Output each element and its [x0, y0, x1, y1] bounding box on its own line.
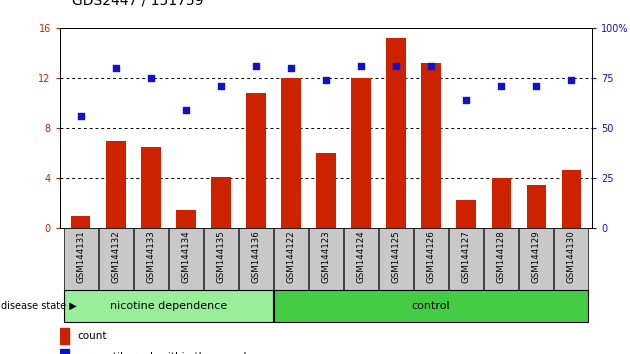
Text: GSM144132: GSM144132 — [112, 230, 120, 283]
Text: percentile rank within the sample: percentile rank within the sample — [77, 352, 253, 354]
Bar — [316, 153, 336, 228]
Bar — [176, 210, 195, 228]
Bar — [106, 141, 125, 228]
Text: GDS2447 / 151759: GDS2447 / 151759 — [72, 0, 204, 7]
Point — [321, 78, 331, 83]
Text: GSM144127: GSM144127 — [462, 230, 471, 283]
Point — [181, 108, 191, 113]
Text: GSM144135: GSM144135 — [217, 230, 226, 283]
Text: nicotine dependence: nicotine dependence — [110, 301, 227, 311]
Bar — [211, 177, 231, 228]
FancyBboxPatch shape — [169, 228, 203, 290]
Point — [76, 114, 86, 119]
Bar — [386, 38, 406, 228]
Text: control: control — [412, 301, 450, 311]
FancyBboxPatch shape — [449, 228, 483, 290]
Text: GSM144130: GSM144130 — [567, 230, 576, 283]
Bar — [71, 216, 91, 228]
FancyBboxPatch shape — [554, 228, 588, 290]
Point — [356, 63, 366, 69]
Bar — [491, 178, 511, 228]
Text: GSM144134: GSM144134 — [181, 230, 190, 283]
FancyBboxPatch shape — [274, 228, 308, 290]
FancyBboxPatch shape — [519, 228, 553, 290]
FancyBboxPatch shape — [64, 290, 273, 322]
Bar — [246, 93, 266, 228]
FancyBboxPatch shape — [204, 228, 238, 290]
FancyBboxPatch shape — [379, 228, 413, 290]
Text: disease state ▶: disease state ▶ — [1, 301, 77, 311]
Text: GSM144133: GSM144133 — [146, 230, 156, 283]
Point — [146, 75, 156, 81]
Text: GSM144125: GSM144125 — [392, 230, 401, 283]
Point — [216, 84, 226, 89]
FancyBboxPatch shape — [134, 228, 168, 290]
Bar — [527, 184, 546, 228]
Bar — [60, 349, 69, 354]
FancyBboxPatch shape — [309, 228, 343, 290]
Bar — [561, 170, 581, 228]
Text: count: count — [77, 331, 107, 341]
Point — [531, 84, 541, 89]
Text: GSM144126: GSM144126 — [427, 230, 435, 283]
Text: GSM144128: GSM144128 — [496, 230, 506, 283]
FancyBboxPatch shape — [415, 228, 448, 290]
Bar — [421, 63, 441, 228]
FancyBboxPatch shape — [99, 228, 133, 290]
Point — [391, 63, 401, 69]
Text: GSM144122: GSM144122 — [287, 230, 295, 283]
FancyBboxPatch shape — [484, 228, 518, 290]
Bar — [141, 147, 161, 228]
Bar — [60, 328, 69, 343]
FancyBboxPatch shape — [274, 290, 588, 322]
Point — [426, 63, 436, 69]
Text: GSM144136: GSM144136 — [251, 230, 260, 283]
FancyBboxPatch shape — [344, 228, 378, 290]
Point — [566, 78, 576, 83]
FancyBboxPatch shape — [239, 228, 273, 290]
Point — [461, 97, 471, 103]
Text: GSM144124: GSM144124 — [357, 230, 365, 283]
Point — [286, 65, 296, 71]
Bar — [352, 78, 370, 228]
Bar — [282, 78, 301, 228]
Point — [251, 63, 261, 69]
Point — [496, 84, 506, 89]
Text: GSM144129: GSM144129 — [532, 230, 541, 283]
FancyBboxPatch shape — [64, 228, 98, 290]
Text: GSM144131: GSM144131 — [76, 230, 85, 283]
Text: GSM144123: GSM144123 — [321, 230, 331, 283]
Point — [111, 65, 121, 71]
Bar — [457, 200, 476, 228]
